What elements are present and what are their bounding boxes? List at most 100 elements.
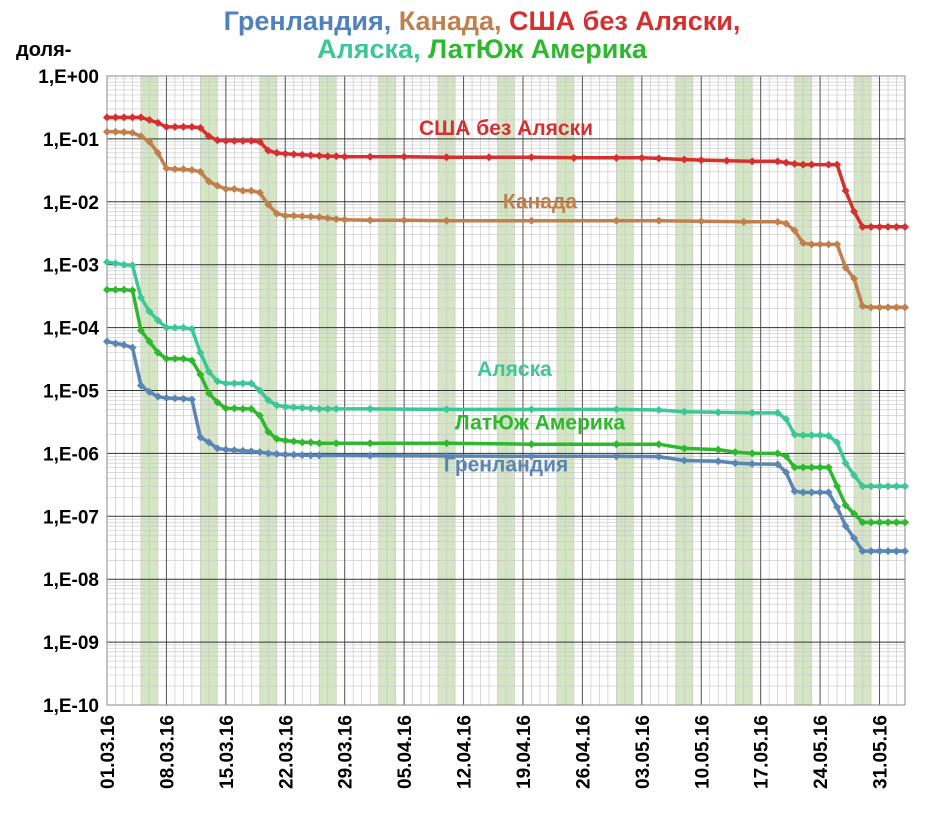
data-point [841, 459, 850, 468]
data-point [340, 152, 349, 161]
data-point [875, 222, 884, 231]
data-point [119, 340, 128, 349]
data-point [748, 157, 757, 166]
data-point [230, 446, 239, 455]
data-point [196, 123, 205, 132]
y-tick-label: 1,E+00 [38, 67, 99, 88]
data-point [306, 151, 315, 160]
data-point [816, 463, 825, 472]
data-point [247, 447, 256, 456]
series-ЛатЮж Америка [103, 285, 909, 527]
x-tick-label: 24.05.16 [811, 715, 832, 789]
data-point [196, 433, 205, 442]
data-point [153, 148, 162, 157]
data-point [289, 403, 298, 412]
data-point [824, 463, 833, 472]
data-point [884, 547, 893, 556]
data-point [332, 439, 341, 448]
data-point [654, 154, 663, 163]
data-point [366, 152, 375, 161]
data-point [680, 407, 689, 416]
data-point [841, 186, 850, 195]
data-point [773, 408, 782, 417]
data-point [323, 404, 332, 413]
x-tick-label: 08.03.16 [157, 715, 178, 789]
data-point [867, 303, 876, 312]
data-point [238, 446, 247, 455]
x-tick-label: 01.03.16 [98, 715, 119, 789]
y-tick-label: 1,E-07 [43, 507, 99, 528]
data-point [179, 122, 188, 131]
x-tick-label: 29.03.16 [336, 715, 357, 789]
data-point [170, 323, 179, 332]
data-point [247, 136, 256, 145]
data-point [833, 503, 842, 512]
data-point [722, 156, 731, 165]
data-point [366, 216, 375, 225]
data-point [824, 431, 833, 440]
data-point [255, 137, 264, 146]
x-tick-label: 31.05.16 [871, 715, 892, 789]
data-point [281, 436, 290, 445]
data-point [850, 207, 859, 216]
data-point [281, 149, 290, 158]
data-point [637, 153, 646, 162]
data-point [858, 547, 867, 556]
series-Канада [103, 127, 909, 312]
series-labels: США без Аляски Канада Аляска ЛатЮж Америка Г… [419, 117, 625, 476]
data-point [612, 452, 621, 461]
data-point [527, 216, 536, 225]
series-США без Аляски [103, 113, 909, 231]
y-tick-label: 1,E-05 [43, 382, 99, 403]
data-point [315, 404, 324, 413]
data-point [187, 122, 196, 131]
data-point [892, 303, 901, 312]
data-point [850, 534, 859, 543]
data-point [111, 127, 120, 136]
data-point [680, 444, 689, 453]
data-point [875, 547, 884, 556]
data-point [255, 386, 264, 395]
data-point [807, 488, 816, 497]
data-point [230, 379, 239, 388]
data-point [875, 303, 884, 312]
data-point [298, 212, 307, 221]
data-point [272, 148, 281, 157]
data-point [782, 468, 791, 477]
data-point [128, 343, 137, 352]
data-point [654, 216, 663, 225]
data-point [145, 307, 154, 316]
data-point [196, 348, 205, 357]
data-point [332, 215, 341, 224]
grid-lines [106, 75, 906, 706]
data-point [187, 356, 196, 365]
data-point [654, 452, 663, 461]
title-part: Аляска [317, 34, 414, 64]
data-point [400, 216, 409, 225]
data-point [807, 240, 816, 249]
data-point [323, 152, 332, 161]
data-point [179, 323, 188, 332]
data-point [841, 263, 850, 272]
title-part: , [733, 6, 741, 36]
y-tick-label: 1,E-08 [43, 570, 99, 591]
data-point [306, 451, 315, 460]
data-point [748, 449, 757, 458]
y-tick-label: 1,E-01 [43, 130, 99, 151]
data-point [170, 122, 179, 131]
data-point [833, 240, 842, 249]
data-point [238, 404, 247, 413]
axes: 1,E+00 1,E-01 1,E-02 1,E-03 1,E-04 1,E-05 1,E-… [38, 67, 906, 789]
data-point [145, 137, 154, 146]
data-point [799, 239, 808, 248]
data-point [136, 293, 145, 302]
data-point [773, 217, 782, 226]
data-point [323, 214, 332, 223]
data-point [204, 367, 213, 376]
data-point [858, 302, 867, 311]
data-point [281, 450, 290, 459]
series-line [106, 260, 905, 489]
data-point [298, 403, 307, 412]
data-point [807, 160, 816, 169]
data-point [221, 404, 230, 413]
